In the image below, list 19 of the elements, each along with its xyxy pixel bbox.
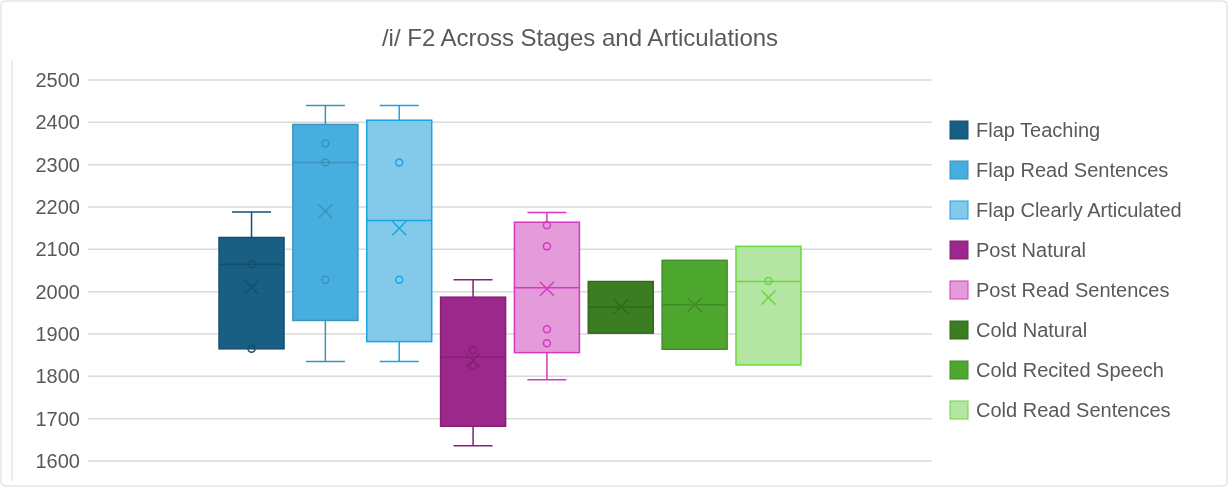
legend-label: Flap Read Sentences <box>976 159 1169 181</box>
chart-title: /i/ F2 Across Stages and Articulations <box>381 24 779 51</box>
legend-label: Flap Teaching <box>976 119 1101 141</box>
y-tick-label: 2300 <box>35 153 80 176</box>
legend-label: Cold Read Sentences <box>976 399 1171 421</box>
legend-label: Post Read Sentences <box>976 279 1170 301</box>
y-tick-label: 1600 <box>35 450 80 472</box>
y-tick-label: 1800 <box>35 365 80 388</box>
y-tick-label: 2200 <box>35 196 80 218</box>
y-tick-label: 1700 <box>35 407 80 430</box>
legend-label: Flap Clearly Articulated <box>976 199 1182 221</box>
y-tick-label: 1900 <box>35 323 80 345</box>
y-tick-label: 2100 <box>35 238 80 261</box>
y-tick-label: 2500 <box>35 69 80 91</box>
legend-label: Cold Recited Speech <box>976 359 1164 381</box>
y-tick-label: 2000 <box>35 280 80 303</box>
legend-label: Post Natural <box>976 239 1087 261</box>
y-tick-label: 2400 <box>35 111 80 134</box>
legend-label: Cold Natural <box>976 319 1088 341</box>
